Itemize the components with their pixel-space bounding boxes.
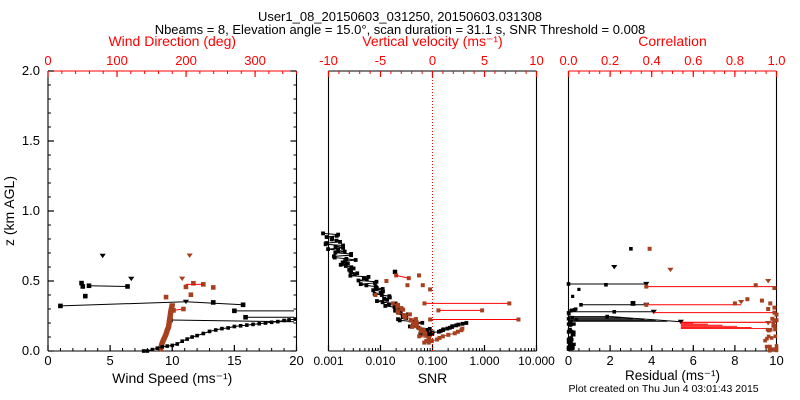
svg-text:0.8: 0.8: [726, 53, 744, 68]
svg-text:2.0: 2.0: [22, 63, 40, 78]
svg-text:0.4: 0.4: [643, 53, 661, 68]
svg-text:5: 5: [481, 53, 488, 68]
svg-text:20: 20: [289, 353, 303, 368]
svg-text:1.000: 1.000: [469, 354, 499, 368]
svg-text:0: 0: [565, 353, 572, 368]
svg-text:Correlation: Correlation: [638, 33, 706, 49]
svg-text:8: 8: [731, 353, 738, 368]
svg-text:1.0: 1.0: [22, 203, 40, 218]
svg-text:10: 10: [165, 353, 179, 368]
svg-text:Vertical velocity (ms⁻¹): Vertical velocity (ms⁻¹): [362, 33, 502, 49]
svg-text:0: 0: [44, 53, 51, 68]
svg-text:200: 200: [175, 53, 197, 68]
svg-text:SNR: SNR: [418, 370, 448, 386]
svg-text:-5: -5: [375, 53, 387, 68]
svg-text:6: 6: [690, 353, 697, 368]
svg-text:15: 15: [227, 353, 241, 368]
svg-text:0.0: 0.0: [559, 53, 577, 68]
svg-text:0.2: 0.2: [601, 53, 619, 68]
svg-text:100: 100: [106, 53, 128, 68]
svg-text:4: 4: [648, 353, 655, 368]
svg-text:300: 300: [244, 53, 266, 68]
svg-text:1.5: 1.5: [22, 133, 40, 148]
svg-text:z (km AGL): z (km AGL): [1, 176, 17, 246]
svg-text:0: 0: [44, 353, 51, 368]
svg-text:1.0: 1.0: [767, 53, 785, 68]
svg-text:0: 0: [429, 53, 436, 68]
svg-text:Wind Direction (deg): Wind Direction (deg): [108, 33, 236, 49]
svg-text:0.6: 0.6: [684, 53, 702, 68]
svg-text:Residual (ms⁻¹): Residual (ms⁻¹): [625, 368, 720, 383]
svg-text:0.100: 0.100: [417, 354, 447, 368]
svg-text:10.000: 10.000: [518, 354, 555, 368]
svg-text:0.001: 0.001: [313, 354, 343, 368]
svg-text:Wind Speed (ms⁻¹): Wind Speed (ms⁻¹): [112, 370, 232, 386]
svg-text:0.0: 0.0: [22, 343, 40, 358]
svg-text:10: 10: [529, 53, 543, 68]
svg-text:0.5: 0.5: [22, 273, 40, 288]
svg-text:Plot created on Thu Jun 4 03:: Plot created on Thu Jun 4 03:01:43 2015: [569, 383, 759, 395]
svg-text:10: 10: [769, 353, 783, 368]
svg-text:-10: -10: [319, 53, 338, 68]
svg-text:5: 5: [107, 353, 114, 368]
svg-text:0.010: 0.010: [365, 354, 395, 368]
svg-text:2: 2: [606, 353, 613, 368]
